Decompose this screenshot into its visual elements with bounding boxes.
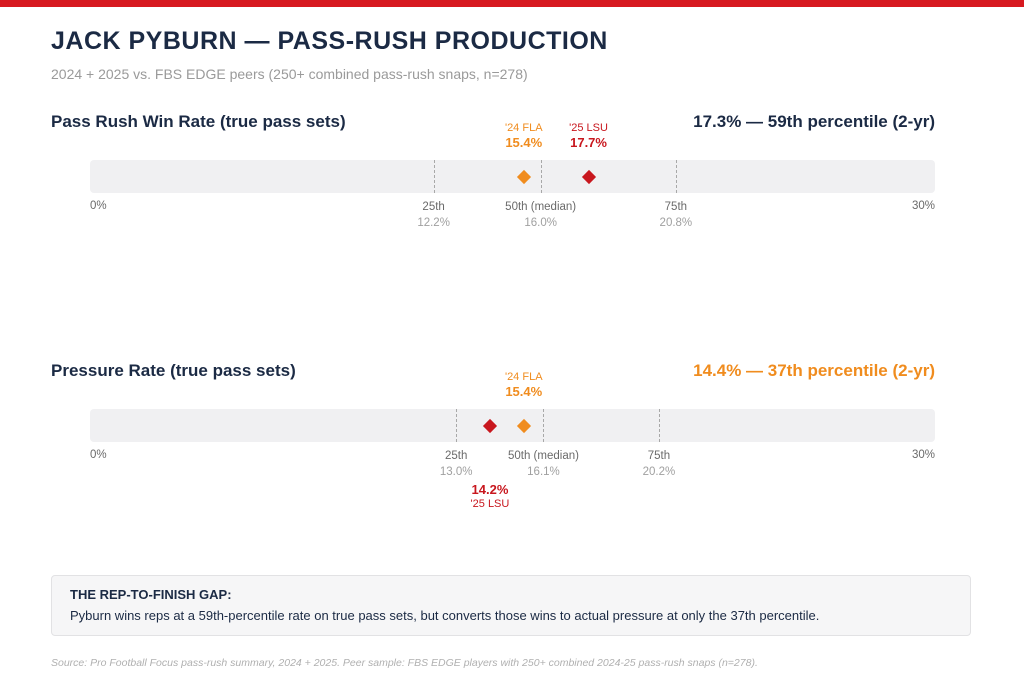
percentile-label: 25th 13.0% — [396, 449, 516, 480]
percentile-label: 75th 20.8% — [616, 200, 736, 231]
percentile-name: 25th — [422, 201, 445, 213]
data-point-value: 15.4% — [505, 135, 543, 151]
insight-box: THE REP-TO-FINISH GAP: Pyburn wins reps … — [51, 575, 971, 636]
page-subtitle: 2024 + 2025 vs. FBS EDGE peers (250+ com… — [51, 66, 528, 82]
percentile-label: 75th 20.2% — [599, 449, 719, 480]
percentile-label: 50th (median) 16.0% — [481, 200, 601, 231]
data-point-label: '25 LSU — [470, 497, 510, 510]
axis-max-label: 30% — [911, 200, 935, 212]
percentile-line — [540, 160, 542, 193]
percentile-line — [658, 409, 660, 442]
range-track — [90, 160, 935, 193]
percentile-value: 13.0% — [439, 465, 473, 478]
percentile-label: 25th 12.2% — [374, 200, 494, 231]
percentile-label: 50th (median) 16.1% — [483, 449, 603, 480]
data-point-label: '25 LSU — [569, 122, 608, 134]
percentile-value: 20.8% — [659, 216, 693, 229]
percentile-line — [543, 409, 545, 442]
pressure-rate-title: Pressure Rate (true pass sets) — [51, 361, 296, 380]
win-rate-panel: Pass Rush Win Rate (true pass sets) 17.3… — [0, 112, 1024, 242]
insight-body: Pyburn wins reps at a 59th-percentile ra… — [70, 608, 820, 623]
percentile-value: 16.1% — [527, 465, 560, 478]
insight-title: THE REP-TO-FINISH GAP: — [70, 587, 232, 602]
percentile-name: 75th — [664, 201, 688, 213]
source-note: Source: Pro Football Focus pass-rush sum… — [51, 657, 758, 669]
percentile-value: 12.2% — [417, 216, 450, 229]
percentile-name: 50th (median) — [507, 450, 579, 462]
percentile-line — [456, 409, 458, 442]
percentile-name: 50th (median) — [505, 201, 577, 213]
percentile-line — [675, 160, 677, 193]
percentile-name: 25th — [444, 450, 468, 462]
data-point-value: 15.4% — [505, 384, 543, 400]
data-point-callout: '24 FLA 15.4% — [484, 122, 564, 151]
data-point-value: 17.7% — [570, 135, 607, 151]
percentile-name: 75th — [647, 450, 671, 462]
data-point-label: '24 FLA — [504, 122, 543, 134]
data-point-callout: '25 LSU 17.7% — [549, 122, 629, 151]
win-rate-title: Pass Rush Win Rate (true pass sets) — [51, 112, 346, 131]
data-point-callout: 14.2% '25 LSU — [450, 482, 530, 511]
range-track — [90, 409, 935, 442]
win-rate-summary: 17.3% — 59th percentile (2-yr) — [693, 112, 935, 131]
axis-min-label: 0% — [90, 449, 107, 461]
pressure-rate-panel: Pressure Rate (true pass sets) 14.4% — 3… — [0, 361, 1024, 521]
percentile-line — [433, 160, 435, 193]
data-point-callout: '24 FLA 15.4% — [484, 371, 564, 400]
axis-min-label: 0% — [90, 200, 107, 212]
page-title: JACK PYBURN — PASS-RUSH PRODUCTION — [51, 27, 608, 55]
pressure-rate-summary: 14.4% — 37th percentile (2-yr) — [693, 361, 935, 380]
percentile-value: 20.2% — [642, 465, 676, 478]
data-point-label: '24 FLA — [504, 371, 543, 383]
axis-max-label: 30% — [911, 449, 935, 461]
top-accent-bar — [0, 0, 1024, 7]
percentile-value: 16.0% — [524, 216, 557, 229]
data-point-value: 14.2% — [471, 482, 509, 497]
